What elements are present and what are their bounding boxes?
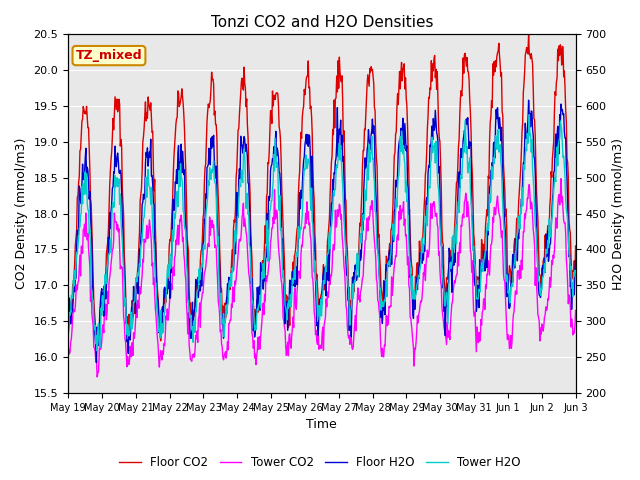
Tower H2O — [243, 192, 250, 197]
Floor H2O — [243, 147, 250, 153]
Tower CO2 — [557, 176, 565, 181]
Tower H2O — [572, 270, 579, 276]
Floor CO2 — [218, 286, 225, 292]
Tower CO2 — [93, 374, 101, 380]
Floor CO2 — [124, 326, 131, 332]
Tower CO2 — [243, 233, 250, 239]
Tower H2O — [124, 326, 132, 332]
Y-axis label: CO2 Density (mmol/m3): CO2 Density (mmol/m3) — [15, 138, 28, 289]
Floor CO2 — [525, 31, 532, 37]
Tower CO2 — [403, 245, 411, 251]
Floor H2O — [124, 350, 132, 356]
Y-axis label: H2O Density (mmol/m3): H2O Density (mmol/m3) — [612, 138, 625, 289]
Tower CO2 — [262, 273, 269, 278]
Tower H2O — [64, 333, 72, 339]
Tower H2O — [218, 322, 225, 327]
Floor CO2 — [64, 329, 72, 335]
Floor H2O — [64, 325, 72, 331]
Floor H2O — [525, 97, 532, 103]
Floor H2O — [374, 250, 382, 256]
Tower CO2 — [218, 341, 225, 347]
Floor CO2 — [157, 338, 164, 344]
Floor H2O — [572, 258, 579, 264]
Tower CO2 — [572, 308, 579, 313]
Floor CO2 — [572, 243, 579, 249]
Title: Tonzi CO2 and H2O Densities: Tonzi CO2 and H2O Densities — [211, 15, 433, 30]
Legend: Floor CO2, Tower CO2, Floor H2O, Tower H2O: Floor CO2, Tower CO2, Floor H2O, Tower H… — [115, 452, 525, 474]
Line: Tower H2O: Tower H2O — [68, 115, 575, 351]
Floor H2O — [218, 313, 225, 319]
Line: Floor H2O: Floor H2O — [68, 100, 575, 362]
Tower H2O — [525, 112, 533, 118]
Floor H2O — [403, 143, 411, 149]
Floor H2O — [93, 360, 100, 365]
Tower CO2 — [64, 359, 72, 364]
Line: Floor CO2: Floor CO2 — [68, 34, 575, 341]
Tower H2O — [262, 244, 269, 250]
Tower CO2 — [374, 299, 382, 305]
Tower CO2 — [124, 358, 132, 364]
X-axis label: Time: Time — [307, 419, 337, 432]
Text: TZ_mixed: TZ_mixed — [76, 49, 142, 62]
Floor CO2 — [374, 234, 382, 240]
Tower H2O — [93, 348, 101, 354]
Line: Tower CO2: Tower CO2 — [68, 179, 575, 377]
Floor CO2 — [262, 240, 269, 246]
Tower H2O — [374, 254, 382, 260]
Floor H2O — [262, 249, 269, 255]
Floor CO2 — [243, 96, 250, 102]
Tower H2O — [403, 199, 411, 204]
Floor CO2 — [403, 103, 411, 108]
